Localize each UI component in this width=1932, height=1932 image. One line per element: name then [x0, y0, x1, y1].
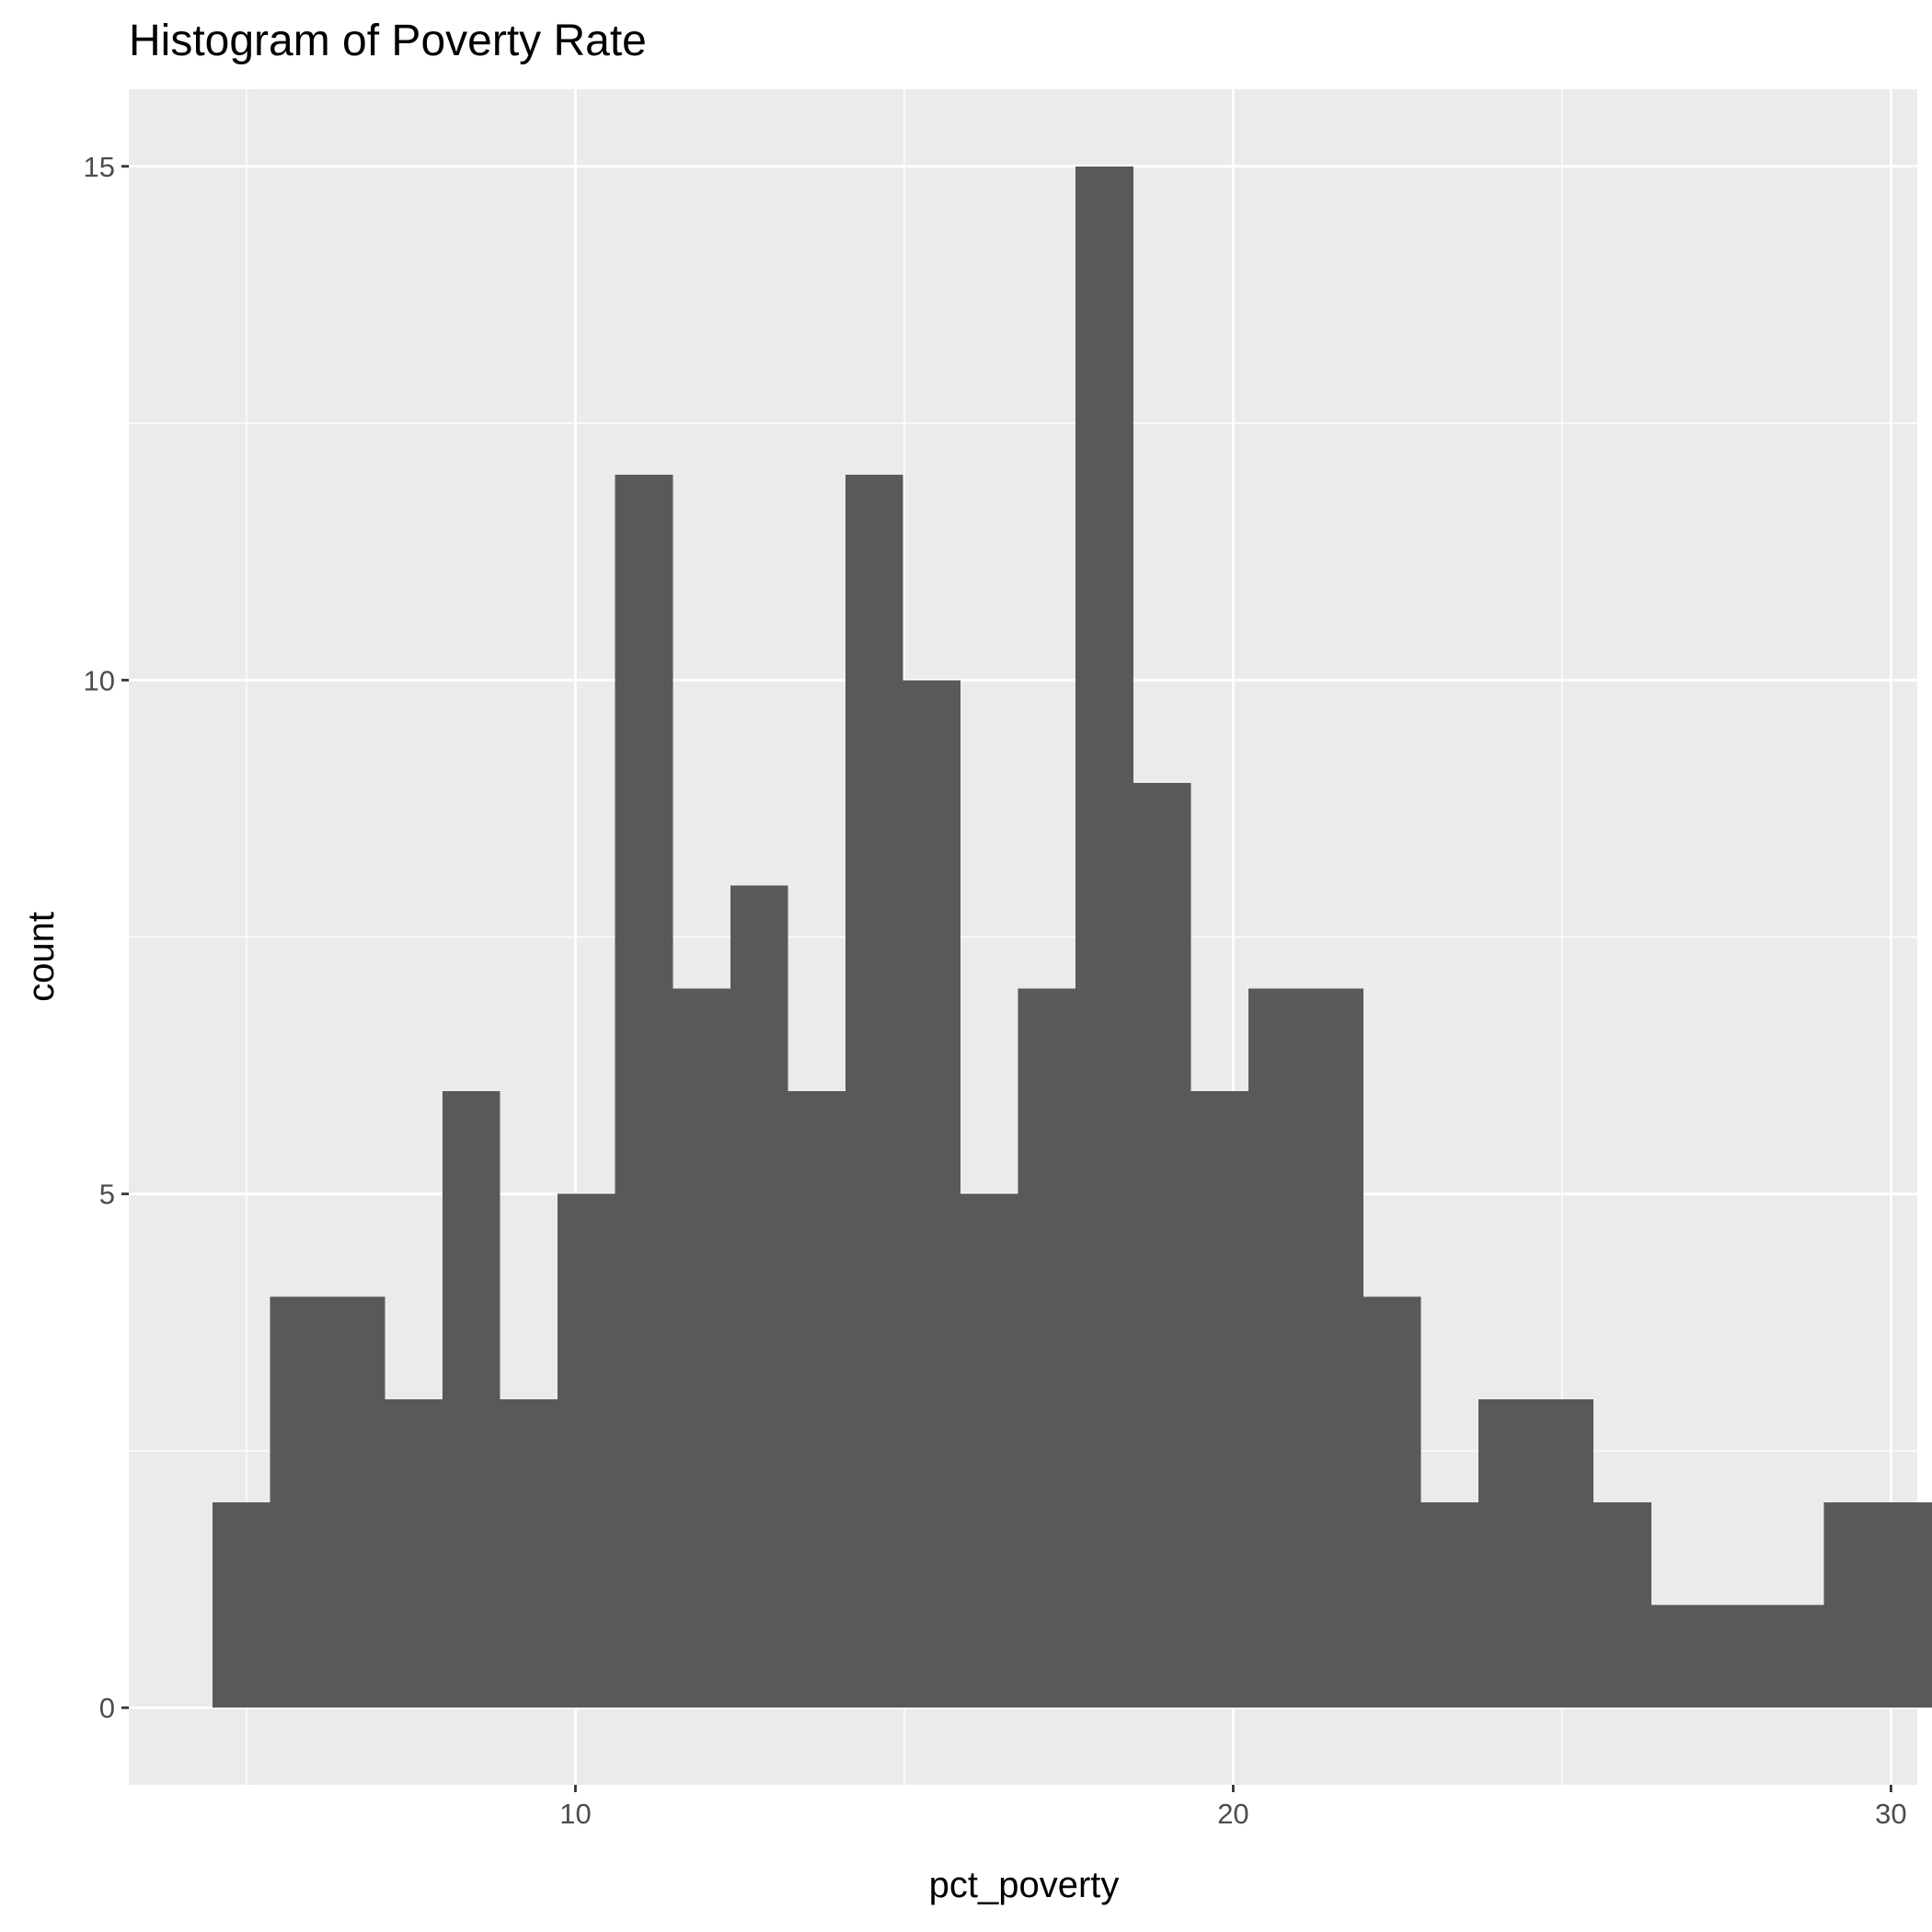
histogram-bar: [212, 1501, 270, 1708]
y-tick-label: 5: [99, 1179, 115, 1211]
histogram-bar: [845, 474, 903, 1708]
y-tick-label: 15: [84, 151, 115, 183]
histogram-bar: [1018, 988, 1076, 1708]
histogram-bar: [730, 885, 788, 1708]
histogram-bar: [443, 1091, 500, 1708]
histogram-bar: [1708, 1604, 1766, 1708]
histogram-bar: [615, 474, 673, 1708]
y-axis: 0 5 10 15: [84, 151, 129, 1724]
histogram-bar: [1248, 988, 1306, 1708]
histogram-bar: [1593, 1501, 1651, 1708]
chart-title: Histogram of Poverty Rate: [129, 17, 647, 65]
histogram-bar: [903, 680, 961, 1708]
x-tick-label: 30: [1875, 1798, 1906, 1830]
histogram-bar: [558, 1193, 615, 1708]
histogram-bar: [270, 1296, 328, 1708]
histogram-bar: [1823, 1501, 1882, 1708]
histogram-bar: [327, 1296, 385, 1708]
y-tick-label: 10: [84, 664, 115, 696]
histogram-bar: [788, 1091, 845, 1708]
histogram-bars: [212, 166, 1932, 1708]
x-axis-title: pct_poverty: [929, 1865, 1120, 1905]
histogram-bar: [385, 1399, 443, 1708]
y-axis-title: count: [21, 912, 62, 1002]
histogram-bar: [960, 1193, 1018, 1708]
x-axis: 10 20 30: [559, 1785, 1907, 1830]
histogram-bar: [1190, 1091, 1248, 1708]
histogram-bar: [1650, 1604, 1709, 1708]
histogram-bar: [673, 988, 730, 1708]
x-tick-label: 10: [559, 1798, 591, 1830]
histogram-bar: [1305, 988, 1363, 1708]
histogram-bar: [1075, 166, 1133, 1708]
histogram-bar: [500, 1399, 558, 1708]
histogram-bar: [1363, 1296, 1421, 1708]
histogram-bar: [1478, 1399, 1536, 1708]
histogram-bar: [1765, 1604, 1824, 1708]
histogram-bar: [1535, 1399, 1594, 1708]
histogram-bar: [1420, 1501, 1479, 1708]
y-tick-label: 0: [99, 1692, 115, 1724]
histogram-bar: [1133, 782, 1191, 1708]
x-tick-label: 20: [1217, 1798, 1248, 1830]
histogram-bar: [1881, 1501, 1932, 1708]
